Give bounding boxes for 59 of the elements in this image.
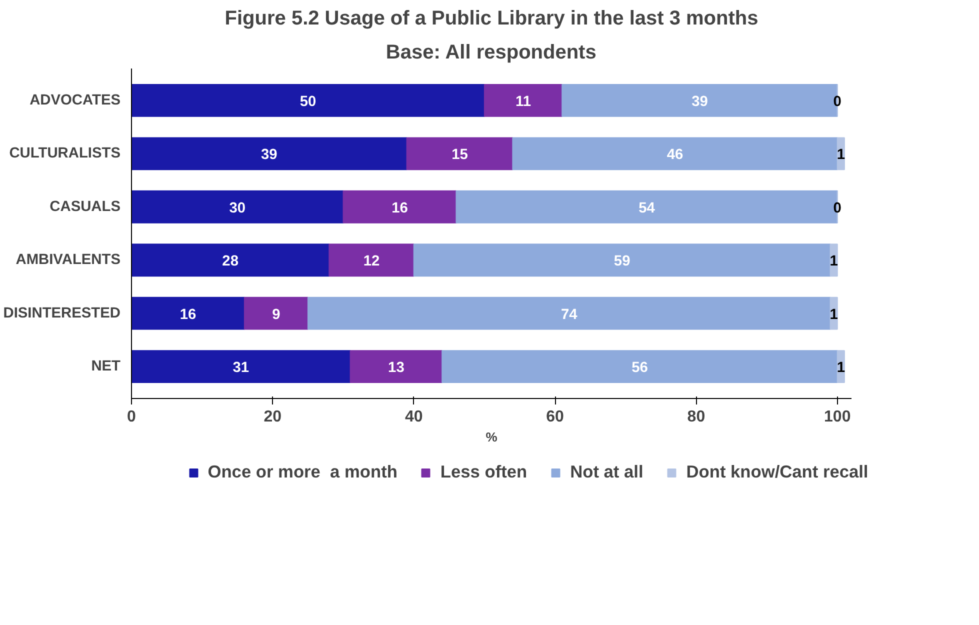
x-tick-label: 60 bbox=[546, 408, 564, 426]
y-tick-label: CASUALS bbox=[50, 198, 121, 215]
y-tick-label: DISINTERESTED bbox=[3, 305, 120, 322]
x-tick-label: 0 bbox=[127, 408, 136, 426]
bar bbox=[132, 296, 245, 330]
bar bbox=[413, 244, 831, 277]
data-label: 1 bbox=[836, 360, 845, 376]
x-tick-label: 40 bbox=[404, 408, 423, 426]
data-label: 59 bbox=[614, 254, 630, 270]
x-tick-label: 80 bbox=[687, 408, 706, 426]
data-label: 54 bbox=[638, 200, 656, 216]
bar bbox=[350, 350, 443, 384]
legend-label: Less often bbox=[440, 462, 528, 482]
bar bbox=[342, 190, 457, 224]
legend-label: Dont know/Cant recall bbox=[686, 462, 868, 482]
chart-title: Figure 5.2 Usage of a Public Library in the last 3 months bbox=[224, 8, 758, 30]
data-label: 56 bbox=[632, 360, 648, 376]
bar bbox=[307, 296, 831, 330]
y-tick-label: CULTURALISTS bbox=[9, 146, 121, 162]
data-label: 46 bbox=[666, 147, 684, 164]
data-label: 16 bbox=[392, 200, 408, 216]
y-tick-label: NET bbox=[91, 358, 121, 375]
data-label: 50 bbox=[300, 94, 316, 110]
bar bbox=[132, 190, 344, 224]
data-label: 39 bbox=[692, 94, 708, 110]
data-label: 1 bbox=[830, 254, 838, 270]
data-label: 0 bbox=[833, 200, 842, 216]
data-label: 0 bbox=[833, 94, 842, 110]
x-tick-label: 20 bbox=[264, 408, 282, 426]
bar bbox=[442, 350, 838, 384]
data-label: 12 bbox=[363, 254, 380, 270]
data-label: 11 bbox=[516, 94, 532, 110]
data-label: 16 bbox=[180, 306, 196, 323]
data-label: 28 bbox=[222, 254, 238, 270]
x-tick-label: 100 bbox=[824, 408, 851, 426]
data-label: 13 bbox=[388, 360, 404, 376]
legend-label: Not at all bbox=[570, 462, 644, 482]
data-label: 30 bbox=[229, 200, 246, 216]
bar bbox=[406, 137, 514, 170]
bar bbox=[484, 84, 563, 117]
data-label: 74 bbox=[560, 306, 578, 323]
bar bbox=[328, 244, 414, 277]
bar bbox=[132, 137, 408, 170]
data-label: 31 bbox=[232, 360, 250, 376]
x-axis-title: % bbox=[486, 430, 498, 444]
bar bbox=[512, 137, 838, 170]
y-tick-label: ADVOCATES bbox=[30, 92, 121, 108]
data-label: 1 bbox=[830, 306, 838, 323]
chart-subtitle: Base: All respondents bbox=[386, 42, 596, 64]
bar bbox=[244, 296, 308, 330]
bar bbox=[132, 244, 330, 277]
legend-label: Once or more a month bbox=[208, 462, 398, 482]
data-label: 9 bbox=[272, 306, 280, 323]
data-label: 15 bbox=[452, 147, 468, 164]
bar bbox=[132, 350, 351, 384]
y-tick-label: AMBIVALENTS bbox=[16, 252, 121, 268]
bar bbox=[132, 84, 485, 117]
data-label: 1 bbox=[836, 147, 845, 164]
data-label: 39 bbox=[260, 147, 278, 164]
